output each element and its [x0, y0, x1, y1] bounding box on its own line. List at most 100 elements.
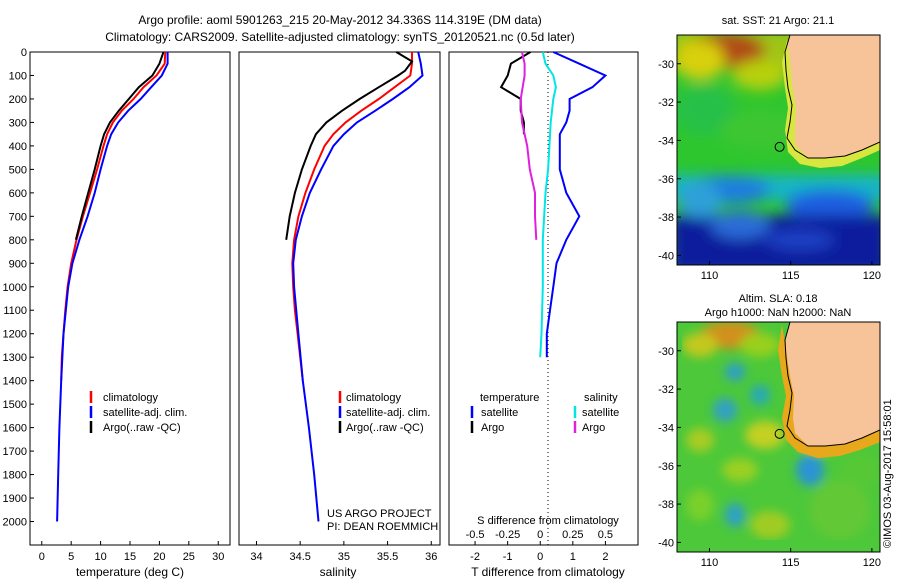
depth-tick-label: 0 [21, 47, 27, 59]
legend-label-satellite: satellite-adj. clim. [103, 407, 187, 419]
depth-tick-label: 900 [9, 258, 27, 270]
x-tick-label: 10 [94, 551, 106, 563]
land-mass [785, 35, 880, 158]
legend-label-climatology: climatology [103, 392, 159, 404]
lon-tick-label: 110 [701, 557, 719, 569]
sla-map-title-2: Argo h1000: NaN h2000: NaN [705, 307, 852, 319]
lat-tick-label: -30 [658, 346, 674, 358]
depth-tick-label: 1200 [3, 329, 27, 341]
salinity-panel-frame [238, 51, 441, 546]
x-tick-label: 0 [537, 551, 543, 563]
x2-tick-label: -0.25 [495, 529, 520, 541]
temperature-difference-label: T difference from climatology [471, 565, 625, 579]
temperature-legend: climatology satellite-adj. clim. Argo(..… [89, 391, 187, 434]
x2-tick-label: -0.5 [466, 529, 485, 541]
series-line-climatology [291, 52, 413, 381]
depth-tick-label: 400 [9, 141, 27, 153]
coast-shelf-band [778, 325, 880, 458]
x-tick-label: 30 [212, 551, 224, 563]
x-tick-label: 34.5 [289, 551, 310, 563]
depth-tick-label: 1600 [3, 423, 27, 435]
lat-tick-label: -34 [658, 422, 674, 434]
x-tick-label: 15 [124, 551, 136, 563]
lat-tick-label: -38 [658, 499, 674, 511]
sst-map-axes: 110 115 120 -30 -32 -34 -36 -38 -40 [658, 59, 881, 282]
salinity-x-axis: 34 34.5 35 35.5 36 [250, 541, 437, 563]
series-line-satellite [545, 51, 608, 358]
x2-tick-label: 0.5 [598, 529, 613, 541]
difference-legend: temperature salinity satellite Argo sate… [470, 392, 619, 434]
series-line-argo-raw-qc [285, 51, 414, 240]
x-tick-label: -2 [470, 551, 480, 563]
series-line-climatology [60, 51, 167, 381]
salinity-series [285, 51, 424, 522]
coast-shelf-band [782, 40, 880, 168]
depth-tick-label: 1900 [3, 493, 27, 505]
land-mass [785, 322, 880, 446]
series-line-argo [519, 51, 538, 240]
x-tick-label: 1 [570, 551, 576, 563]
legend-label-s-argo: Argo [582, 422, 605, 434]
difference-panel-frame [448, 51, 639, 546]
x-tick-label: 5 [68, 551, 74, 563]
legend-label-t-satellite: satellite [481, 407, 518, 419]
legend-label-argo: Argo(..raw -QC) [103, 422, 181, 434]
lat-tick-label: -36 [658, 461, 674, 473]
lon-tick-label: 110 [701, 270, 719, 282]
depth-axis: 0 100 200 300 400 500 600 700 800 900 1000 1100 1200… [3, 47, 34, 529]
x-tick-label: -1 [503, 551, 513, 563]
depth-tick-label: 1700 [3, 446, 27, 458]
x-tick-label: 35 [338, 551, 350, 563]
legend-heading-salinity: salinity [584, 392, 618, 404]
depth-tick-label: 200 [9, 94, 27, 106]
legend-label-satellite: satellite-adj. clim. [346, 407, 430, 419]
difference-series [499, 51, 608, 358]
lat-tick-label: -38 [658, 212, 674, 224]
salinity-legend: climatology satellite-adj. clim. Argo(..… [338, 391, 430, 434]
depth-tick-label: 2000 [3, 517, 27, 529]
title-line-2: Climatology: CARS2009. Satellite-adjuste… [105, 30, 575, 44]
x-tick-label: 20 [153, 551, 165, 563]
lat-tick-label: -32 [658, 384, 674, 396]
coastline [784, 35, 880, 159]
depth-tick-label: 100 [9, 70, 27, 82]
sla-map-frame [676, 321, 881, 553]
pi-annotation: PI: DEAN ROEMMICH [327, 521, 438, 533]
depth-tick-label: 1500 [3, 399, 27, 411]
series-line-argo [499, 51, 532, 135]
lat-tick-label: -36 [658, 174, 674, 186]
lon-tick-label: 120 [863, 557, 881, 569]
legend-heading-temperature: temperature [480, 392, 539, 404]
depth-tick-label: 1100 [3, 305, 27, 317]
title-line-1: Argo profile: aoml 5901263_215 20-May-20… [138, 13, 541, 27]
lon-tick-label: 120 [863, 270, 881, 282]
x-tick-label: 0 [39, 551, 45, 563]
x-tick-label: 25 [183, 551, 195, 563]
sst-map-title: sat. SST: 21 Argo: 21.1 [722, 15, 835, 27]
temperature-x-axis: 0 5 10 15 20 25 30 [39, 541, 224, 563]
depth-tick-label: 1300 [3, 352, 27, 364]
imos-credit: ©IMOS 03-Aug-2017 15:58:01 [882, 399, 894, 548]
sst-heatmap [677, 35, 880, 265]
salinity-difference-label: S difference from climatology [477, 515, 619, 527]
x-tick-label: 34 [250, 551, 262, 563]
series-line-satellite [539, 51, 557, 358]
depth-tick-label: 1400 [3, 376, 27, 388]
argo-location-marker [774, 428, 785, 439]
difference-x-axis: -2 -1 0 1 2 -0.5 -0.25 0 0.25 0.5 [466, 529, 613, 563]
depth-tick-label: 1000 [3, 282, 27, 294]
lon-tick-label: 115 [782, 270, 800, 282]
legend-label-argo: Argo(..raw -QC) [346, 422, 424, 434]
x-tick-label: 36 [425, 551, 437, 563]
temperature-panel-frame [29, 51, 231, 546]
sla-heatmap [677, 322, 880, 552]
salinity-axis-label: salinity [320, 565, 357, 579]
x2-tick-label: 0 [537, 529, 543, 541]
depth-tick-label: 300 [9, 117, 27, 129]
depth-tick-label: 1800 [3, 470, 27, 482]
depth-tick-label: 600 [9, 188, 27, 200]
legend-label-s-satellite: satellite [582, 407, 619, 419]
legend-label-climatology: climatology [346, 392, 402, 404]
series-line-satellite-adj-clim [56, 52, 169, 522]
